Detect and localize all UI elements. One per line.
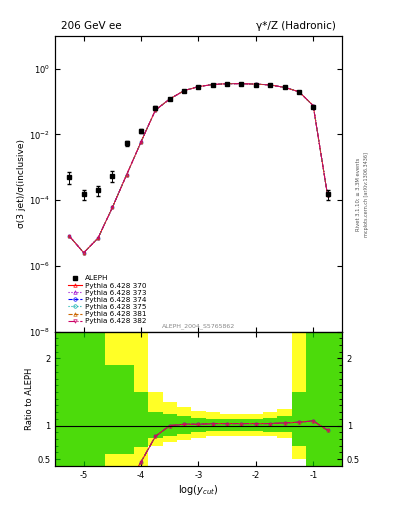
Bar [206,419,220,431]
Bar [105,365,119,455]
Bar [292,392,306,446]
Bar [292,332,306,459]
Bar [234,419,249,431]
Text: γ*/Z (Hadronic): γ*/Z (Hadronic) [256,22,336,31]
Bar [263,418,277,432]
Bar [148,392,163,446]
Bar [191,418,206,432]
Bar [177,416,191,434]
Text: ALEPH_2004_S5765862: ALEPH_2004_S5765862 [162,323,235,329]
Bar [91,332,105,466]
Legend: ALEPH, Pythia 6.428 370, Pythia 6.428 373, Pythia 6.428 374, Pythia 6.428 375, P: ALEPH, Pythia 6.428 370, Pythia 6.428 37… [65,272,150,327]
Bar [134,392,148,447]
Bar [277,416,292,432]
Bar [119,332,134,466]
Text: mcplots.cern.ch [arXiv:1306.3436]: mcplots.cern.ch [arXiv:1306.3436] [364,152,369,237]
Bar [119,365,134,455]
Bar [249,419,263,431]
Bar [134,332,148,466]
Bar [55,332,91,466]
Bar [263,412,277,436]
Text: 206 GeV ee: 206 GeV ee [61,22,121,31]
Bar [220,414,234,436]
Bar [163,402,177,442]
Bar [306,332,342,466]
Bar [55,332,91,466]
Bar [191,411,206,438]
Bar [91,332,105,466]
Bar [177,407,191,440]
Bar [234,414,249,436]
X-axis label: $\mathrm{log}(y_{cut})$: $\mathrm{log}(y_{cut})$ [178,482,219,497]
Bar [220,419,234,431]
Bar [249,414,263,436]
Text: Rivet 3.1.10; ≥ 3.3M events: Rivet 3.1.10; ≥ 3.3M events [356,158,361,231]
Bar [163,414,177,436]
Y-axis label: Ratio to ALEPH: Ratio to ALEPH [25,368,34,430]
Bar [105,332,119,466]
Bar [306,332,342,466]
Bar [206,412,220,436]
Y-axis label: σ(3 jet)/σ(inclusive): σ(3 jet)/σ(inclusive) [17,139,26,228]
Bar [277,409,292,438]
Bar [148,412,163,438]
